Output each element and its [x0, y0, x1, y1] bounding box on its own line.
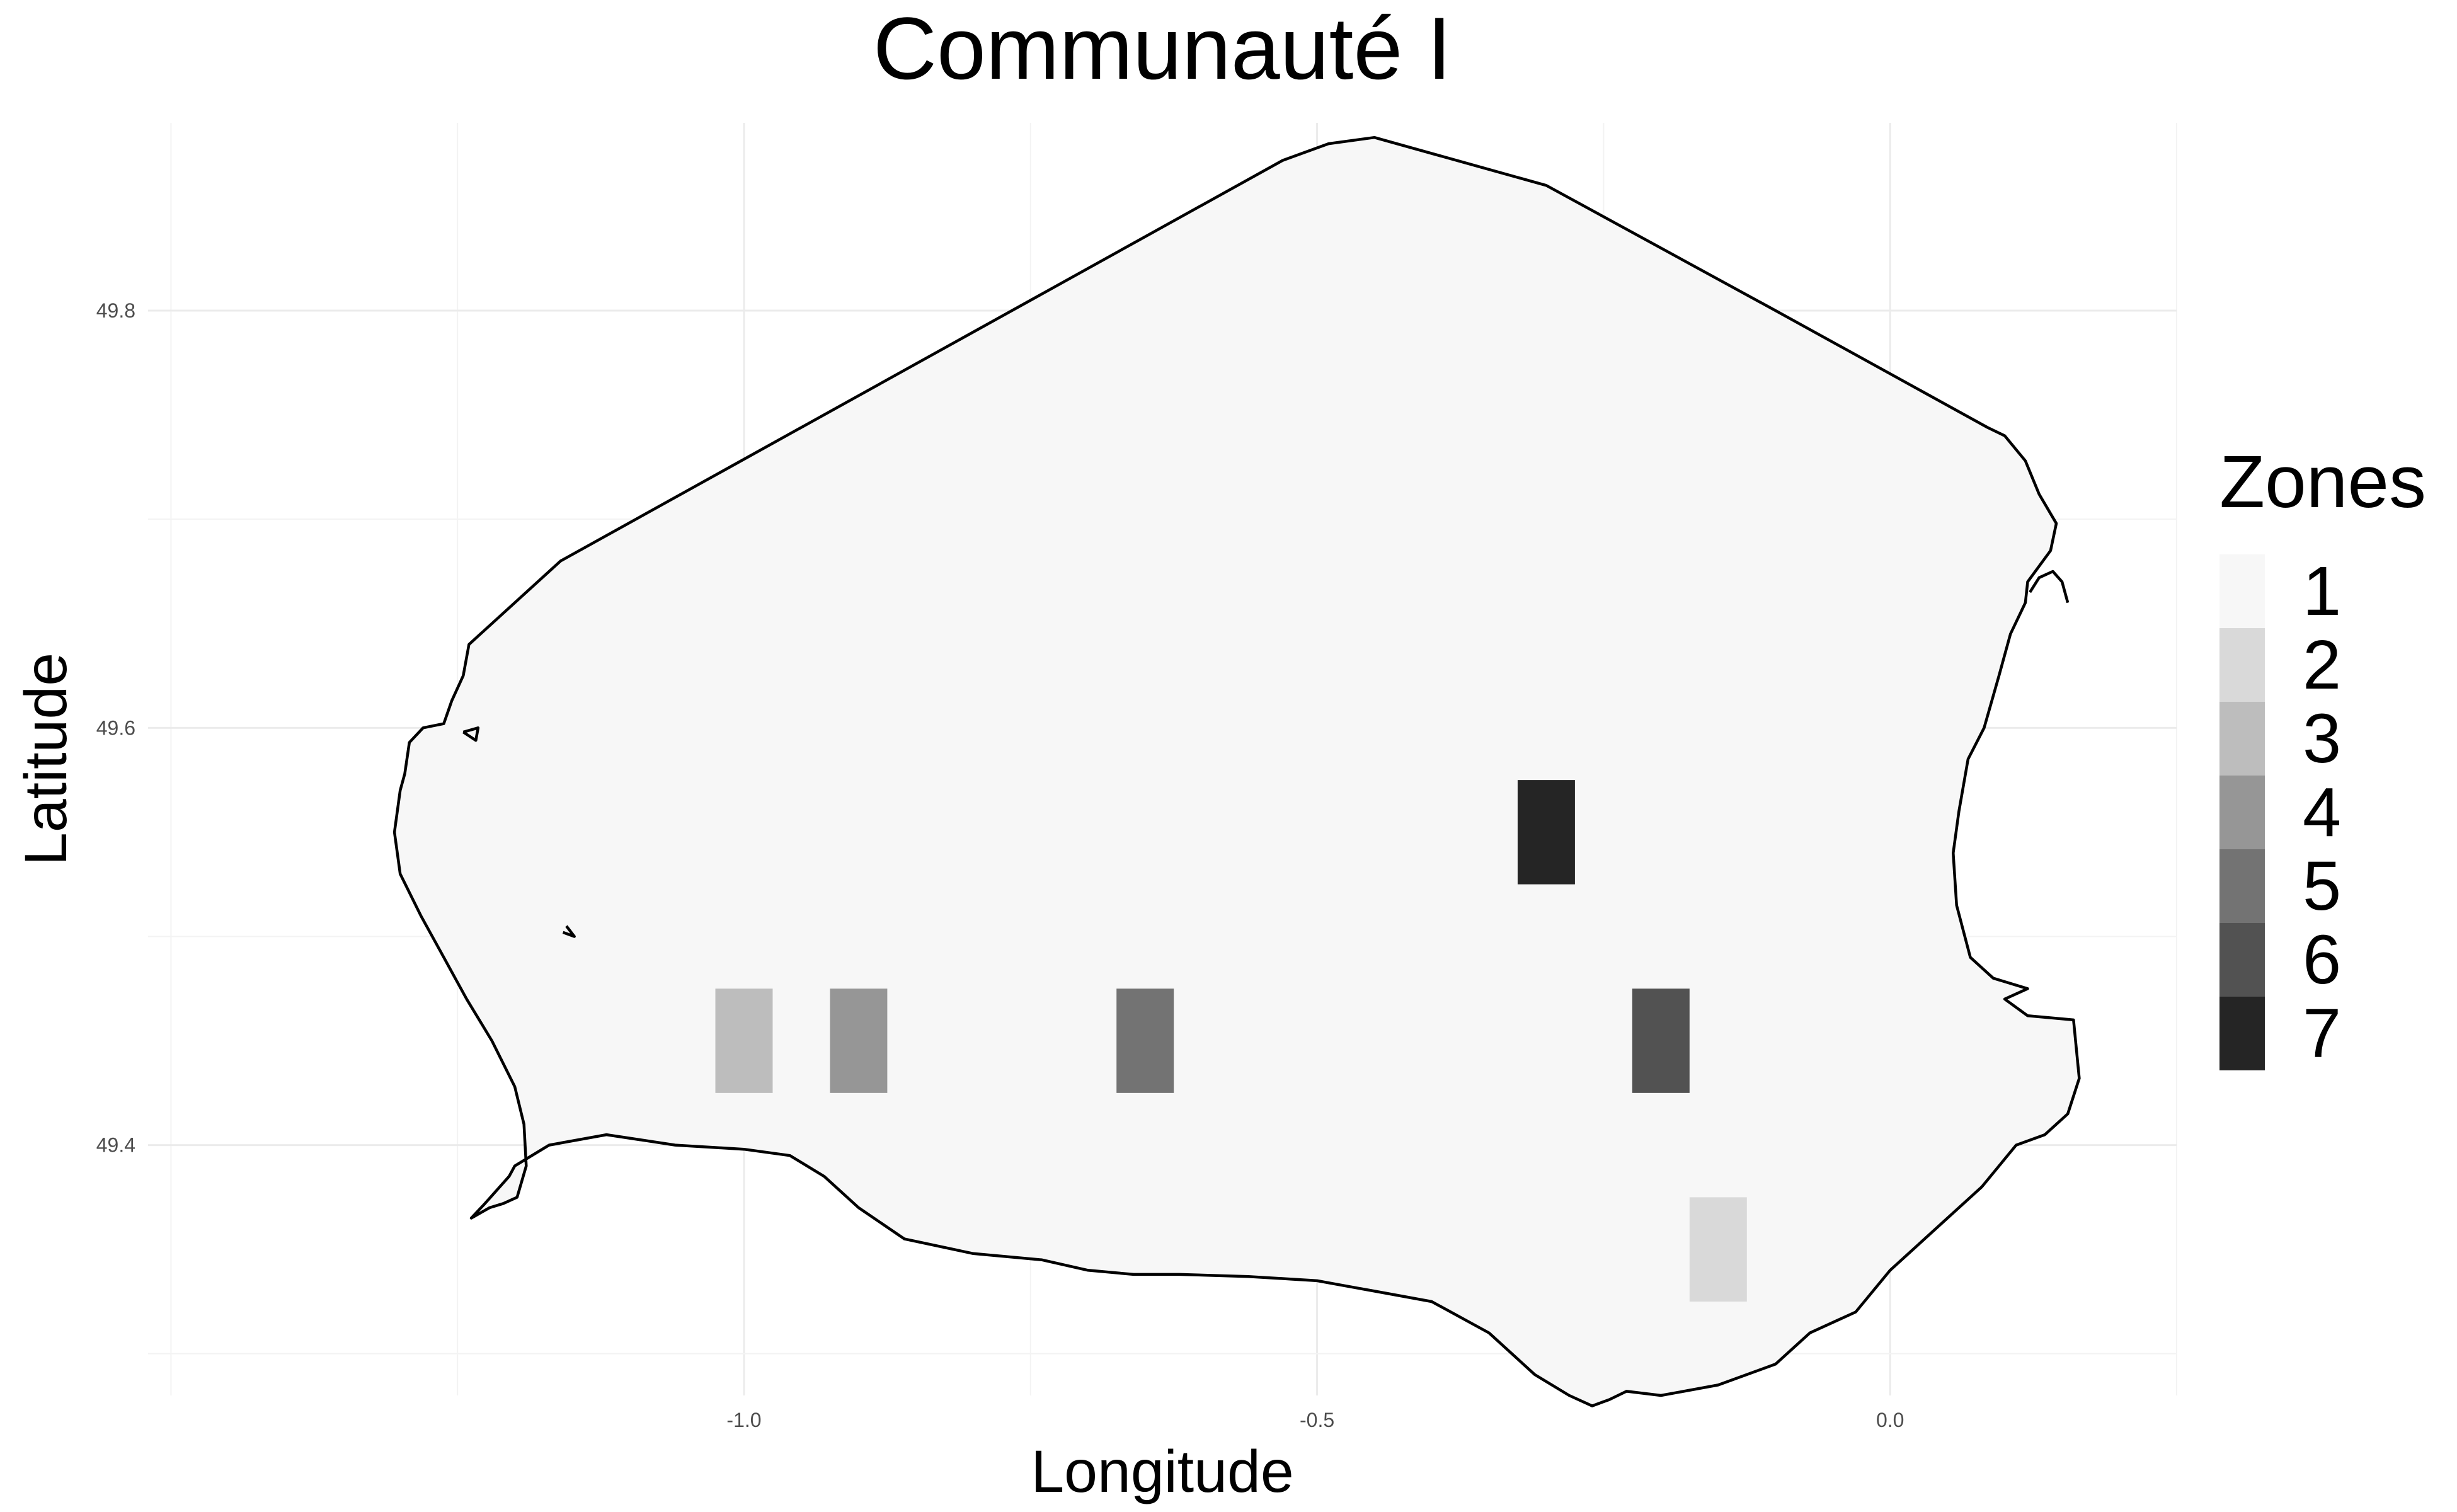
legend-label-6: 6	[2303, 921, 2341, 999]
y-tick-label: 49.8	[96, 299, 135, 322]
zone-cell-7	[1517, 780, 1575, 885]
y-tick-label: 49.6	[96, 716, 135, 739]
legend-label-5: 5	[2303, 847, 2341, 925]
zone-cell-6	[1632, 988, 1690, 1093]
legend-key-2	[2219, 628, 2265, 702]
x-axis-title: Longitude	[1031, 1438, 1293, 1505]
x-tick-label: -1.0	[726, 1409, 761, 1431]
legend-label-1: 1	[2303, 553, 2341, 630]
y-axis-title: Latitude	[13, 653, 79, 866]
legend-label-7: 7	[2303, 995, 2341, 1072]
zone-cell-5	[1116, 988, 1174, 1093]
legend-key-1	[2219, 554, 2265, 628]
legend-label-2: 2	[2303, 626, 2341, 704]
legend-key-3	[2219, 702, 2265, 776]
zone-cells	[715, 780, 1747, 1302]
legend-key-7	[2219, 997, 2265, 1070]
zone-cell-3	[715, 988, 773, 1093]
zone-cell-4	[830, 988, 888, 1093]
island-outline	[462, 726, 480, 742]
map-title: Communauté I	[873, 0, 1452, 98]
legend-label-4: 4	[2303, 774, 2341, 851]
x-tick-label: -0.5	[1300, 1409, 1334, 1431]
coastline-outline	[392, 135, 2081, 1407]
legend-key-6	[2219, 923, 2265, 997]
legend-key-4	[2219, 776, 2265, 849]
island-outline	[2029, 570, 2070, 604]
land-area	[394, 137, 2080, 1406]
y-tick-labels: 49.8 49.6 49.4	[96, 299, 135, 1157]
y-tick-label: 49.4	[96, 1134, 135, 1157]
zone-cell-2	[1689, 1197, 1747, 1302]
x-tick-label: 0.0	[1876, 1409, 1904, 1431]
legend-label-3: 3	[2303, 700, 2341, 777]
coastline	[392, 135, 2081, 1407]
zone-1-area	[394, 137, 2080, 1406]
legend-key-5	[2219, 849, 2265, 923]
island-outline	[562, 925, 576, 938]
x-tick-labels: -1.0 -0.5 0.0	[726, 1409, 1904, 1431]
legend-title: Zones	[2219, 440, 2426, 524]
